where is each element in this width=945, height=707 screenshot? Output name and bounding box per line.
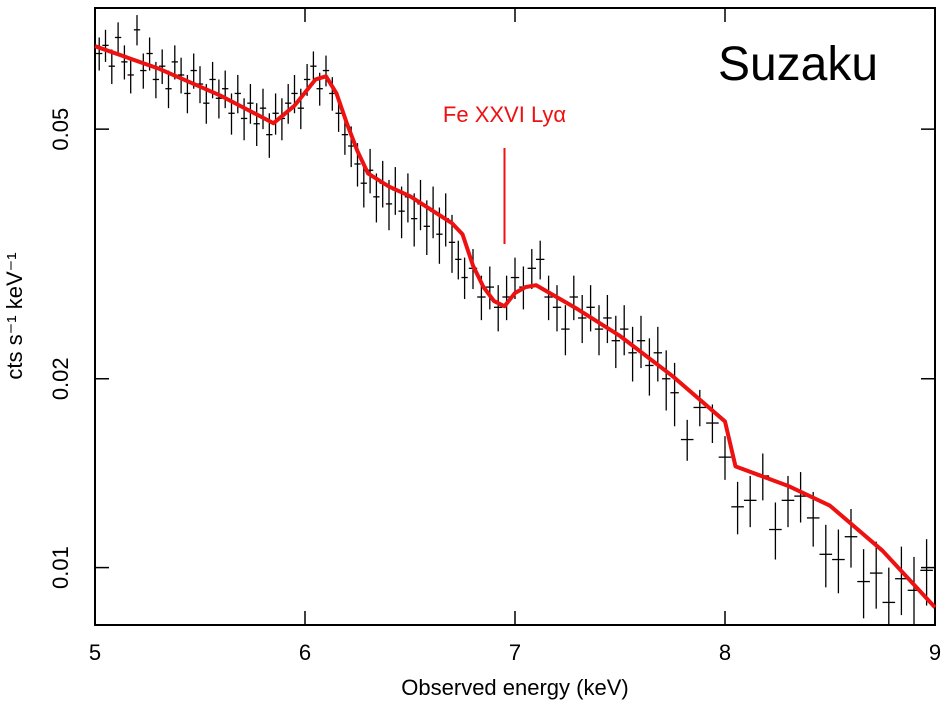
data-point xyxy=(159,49,166,85)
data-point xyxy=(411,193,418,247)
y-axis-label: cts s⁻¹ keV⁻¹ xyxy=(2,252,27,379)
data-point xyxy=(603,294,612,344)
data-point xyxy=(645,338,654,396)
data-point xyxy=(611,315,620,369)
data-point xyxy=(920,539,933,606)
x-tick-label: 6 xyxy=(299,640,311,665)
data-point xyxy=(114,22,122,54)
data-point xyxy=(806,491,820,547)
data-point xyxy=(620,305,629,356)
data-point xyxy=(819,524,833,588)
x-tick-label: 5 xyxy=(89,640,101,665)
data-point xyxy=(494,285,503,332)
data-point xyxy=(832,529,845,594)
data-point xyxy=(594,305,604,356)
data-point xyxy=(272,93,279,135)
data-point xyxy=(693,389,707,427)
data-point xyxy=(222,70,229,109)
data-point xyxy=(259,88,267,130)
data-point xyxy=(586,285,595,332)
data-point xyxy=(247,84,254,124)
data-point xyxy=(844,508,858,568)
data-point xyxy=(215,79,223,119)
model-line xyxy=(94,44,937,609)
data-point xyxy=(423,200,430,256)
y-tick-label: 0.01 xyxy=(48,546,73,589)
data-point xyxy=(310,51,317,82)
data-point xyxy=(108,49,115,85)
data-point xyxy=(544,275,553,321)
data-point xyxy=(177,57,185,94)
data-point xyxy=(455,240,462,280)
data-point xyxy=(102,29,109,62)
data-point xyxy=(140,53,147,89)
y-tick-label: 0.02 xyxy=(48,357,73,400)
data-point xyxy=(653,326,662,382)
data-point xyxy=(121,45,128,80)
data-point xyxy=(769,502,782,560)
x-tick-label: 8 xyxy=(719,640,731,665)
data-point xyxy=(895,546,908,616)
data-point xyxy=(527,249,536,290)
data-point xyxy=(133,15,141,46)
chart-title: Suzaku xyxy=(718,38,878,91)
data-point xyxy=(718,436,732,480)
data-point xyxy=(882,567,896,625)
plot-frame xyxy=(94,7,936,626)
data-point xyxy=(373,173,380,223)
data-point xyxy=(636,315,646,369)
data-point xyxy=(96,37,103,71)
data-point xyxy=(731,481,744,535)
data-point xyxy=(743,475,757,528)
data-point xyxy=(253,103,260,146)
data-point xyxy=(552,285,562,332)
x-tick-label: 7 xyxy=(509,640,521,665)
data-point xyxy=(240,98,248,141)
data-point xyxy=(662,350,671,411)
data-point xyxy=(569,275,578,321)
data-point xyxy=(561,305,570,356)
data-point xyxy=(628,326,637,382)
x-axis-label: Observed energy (keV) xyxy=(401,675,628,700)
annotation: Fe XXVI Lyα xyxy=(443,102,566,127)
data-point xyxy=(794,472,807,523)
data-point xyxy=(165,70,172,109)
data-point xyxy=(680,419,694,461)
data-point xyxy=(398,186,405,239)
data-point xyxy=(536,240,545,280)
data-point xyxy=(322,55,330,87)
data-point xyxy=(285,84,292,124)
data-point xyxy=(234,74,241,114)
data-point xyxy=(578,294,587,344)
data-point xyxy=(869,541,883,609)
data-point xyxy=(670,362,679,427)
data-point xyxy=(461,257,468,300)
x-tick-label: 9 xyxy=(929,640,941,665)
data-point xyxy=(485,266,494,310)
y-tick-label: 0.05 xyxy=(48,108,73,151)
data-point xyxy=(127,57,134,94)
data-point xyxy=(857,549,870,619)
